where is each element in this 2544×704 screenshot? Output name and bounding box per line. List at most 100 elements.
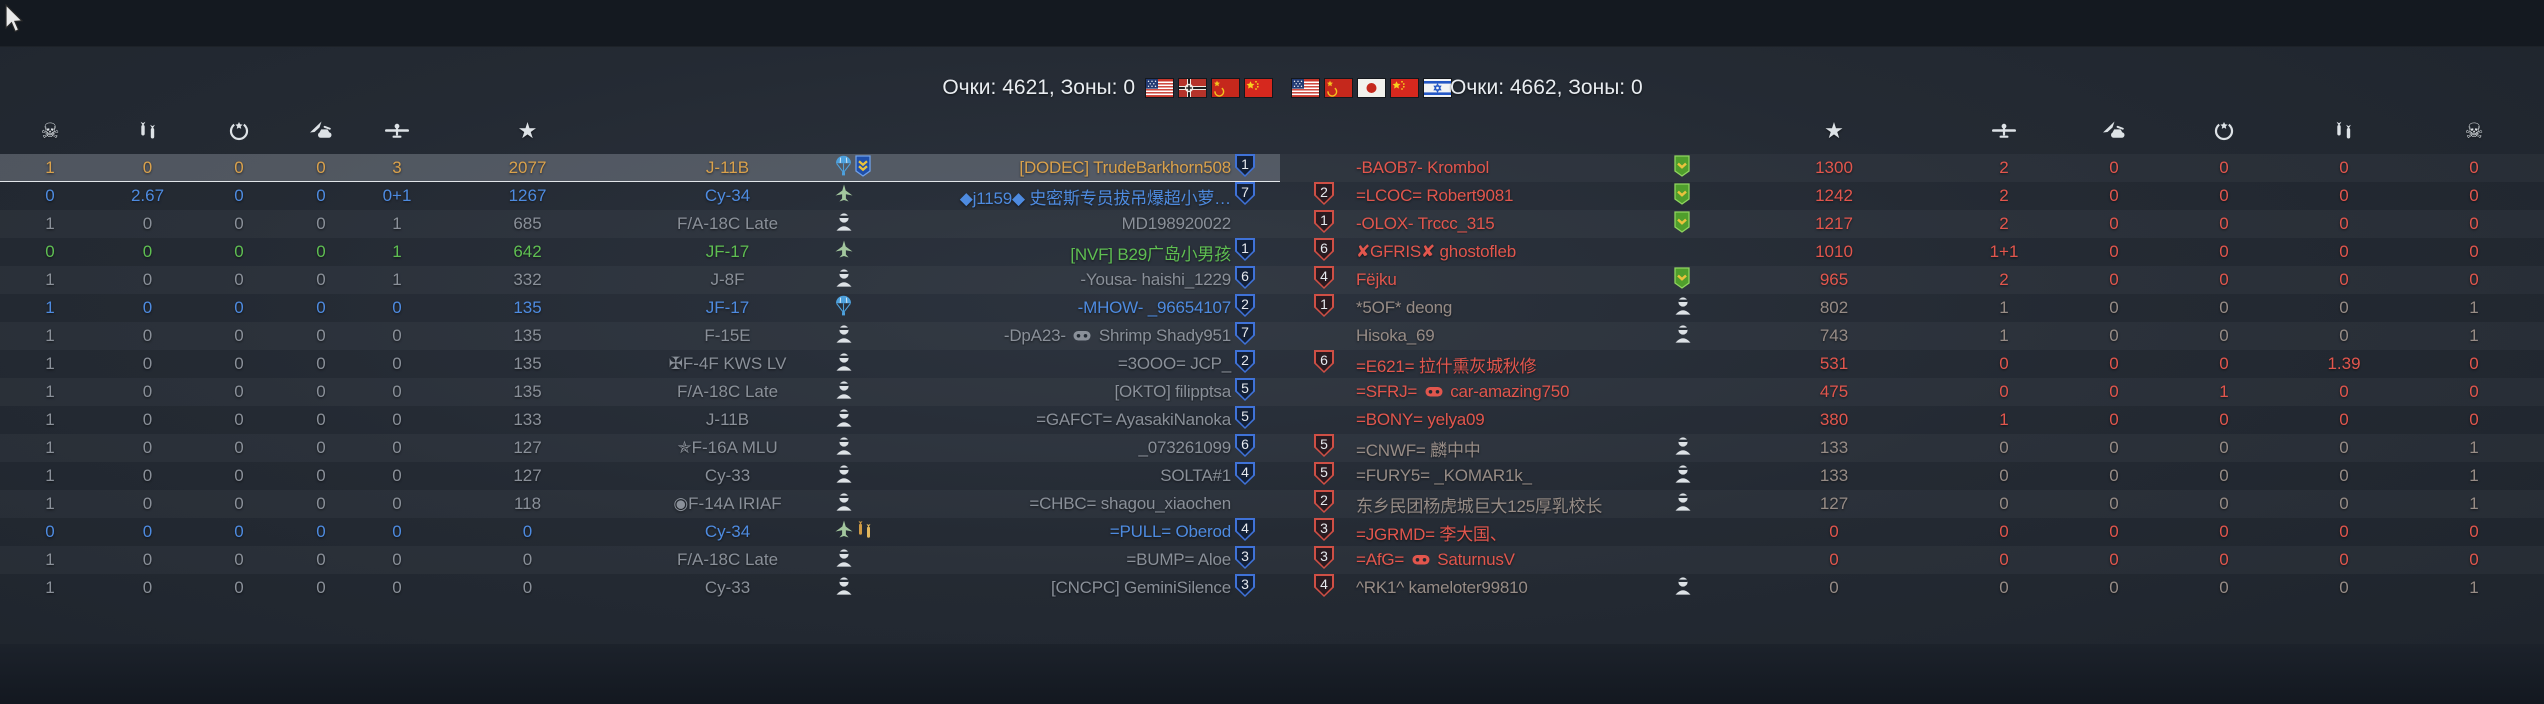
stat-score: 1217 [1815, 214, 1853, 233]
flag-usa [1292, 79, 1319, 97]
squad-badge: 4 [1235, 518, 1255, 541]
ally-player-row[interactable]: 1 0 0 0 0 135 JF-17 -MHOW- _96654107 2 [0, 294, 1280, 322]
ally-player-row[interactable]: 0 0 0 0 0 0 Су-34 =PULL= Oberod 4 [0, 518, 1280, 546]
enemy-player-row[interactable]: 3 =AfG= SaturnusV 0 0 0 0 0 0 [1280, 546, 2544, 574]
stat-ground-kills: 0 [2109, 494, 2119, 513]
stat-deaths: 1 [45, 410, 55, 429]
stat-air-kills: 1 [392, 242, 402, 261]
stat-ground-kills: 0 [316, 466, 326, 485]
stat-awards: 0 [234, 354, 244, 373]
squad-badge-cell: 6 [1235, 434, 1280, 462]
enemy-player-row[interactable]: 5 =CNWF= 麟中中 133 0 0 0 0 1 [1280, 434, 2544, 462]
stat-awards: 0 [2219, 494, 2229, 513]
status-icons [1674, 324, 1719, 348]
player-name: MD198920022 [1121, 214, 1232, 233]
ally-player-row[interactable]: 0 0 0 0 1 642 JF-17 [NVF] B29广岛小男孩 1 [0, 238, 1280, 266]
squad-badge: 1 [1235, 238, 1255, 261]
stat-bombs: 0 [2339, 242, 2349, 261]
vehicle-name: Су-33 [704, 578, 751, 597]
enemy-player-row[interactable]: 1 -OLOX- Trccc_315 1217 2 0 0 0 0 [1280, 210, 2544, 238]
enemy-player-row[interactable]: 1 *5OF* deong 802 1 0 0 0 1 [1280, 294, 2544, 322]
flag-germany [1179, 79, 1206, 97]
enemy-player-row[interactable]: 2 东乡民团杨虎城巨大125厚乳校长 127 0 0 0 0 1 [1280, 490, 2544, 518]
stat-ground-kills: 0 [316, 242, 326, 261]
ally-player-row[interactable]: 1 0 0 0 0 127 Су-33 SOLTA#1 4 [0, 462, 1280, 490]
enemy-player-row[interactable]: 3 =JGRMD= 李大国、 0 0 0 0 0 0 [1280, 518, 2544, 546]
ally-player-row[interactable]: 0 2.67 0 0 0+1 1267 Су-34 ◆j1159◆ 史密斯专员拔吊爆超小萝… 7 [0, 182, 1280, 210]
stat-ground-kills: 0 [2109, 186, 2119, 205]
enemy-player-row[interactable]: 5 =FURY5= _KOMAR1k_ 133 0 0 0 0 1 [1280, 462, 2544, 490]
parachute-icon [835, 155, 852, 181]
enemy-player-row[interactable]: Hisoka_69 743 1 0 0 0 1 [1280, 322, 2544, 350]
player-name: =FURY5= _KOMAR1k_ [1356, 466, 1532, 485]
enemy-player-row[interactable]: 6 ✘GFRIS✘ ghostofleb 1010 1+1 0 0 0 0 [1280, 238, 2544, 266]
ally-player-row[interactable]: 1 0 0 0 0 135 F-15E -DpA23- Shrimp Shady951 7 [0, 322, 1280, 350]
scoreboard-enemies: ★ ☠ -BAOB7- Krombol 1300 2 0 0 0 0 2 =LCOC= Robert… [1280, 108, 2544, 602]
stat-bombs: 0 [142, 270, 153, 289]
player-name: SOLTA#1 [1160, 466, 1231, 485]
stat-ground-kills: 0 [2109, 578, 2119, 597]
ally-player-row[interactable]: 1 0 0 0 0 127 ✯F-16A MLU _073261099 6 [0, 434, 1280, 462]
enemy-player-row[interactable]: =BONY= yelya09 380 1 0 0 0 0 [1280, 406, 2544, 434]
stat-bombs: 1.39 [2327, 354, 2361, 373]
ally-player-row[interactable]: 1 0 0 0 0 118 ◉F-14A IRIAF =CHBC= shagou_xiaoch… [0, 490, 1280, 518]
squad-badge-cell: 5 [1235, 406, 1280, 434]
stat-air-kills: 0+1 [382, 186, 412, 205]
ally-player-row[interactable]: 1 0 0 0 3 2077 J-11B [DODEC] TrudeBarkhorn508 1 [0, 154, 1280, 182]
stat-score: 1267 [508, 186, 547, 205]
status-icons [835, 380, 910, 404]
player-name: [OKTO] filipptsa [1114, 382, 1232, 401]
squad-badge-cell: 2 [1314, 490, 1354, 518]
stat-air-kills: 1 [1999, 326, 2009, 345]
stat-score: 127 [513, 438, 542, 457]
player-name: [DODEC] TrudeBarkhorn508 [1019, 158, 1231, 177]
squad-badge-cell: 2 [1314, 182, 1354, 210]
stat-bombs: 0 [2339, 214, 2349, 233]
enemy-player-row[interactable]: -BAOB7- Krombol 1300 2 0 0 0 0 [1280, 154, 2544, 182]
ally-player-row[interactable]: 1 0 0 0 0 0 Су-33 [CNCPC] GeminiSilence 3 [0, 574, 1280, 602]
stat-bombs: 0 [2339, 466, 2349, 485]
stat-deaths: 1 [2469, 438, 2479, 457]
scoreboard-allies: ☠ ★ 1 0 0 0 3 2077 J-11B [DODEC] TrudeBarkhorn508… [0, 108, 1280, 602]
vehicle-name: ✠F-4F KWS LV [668, 354, 787, 373]
gamepad-icon [1070, 326, 1094, 345]
stat-ground-kills: 0 [316, 410, 326, 429]
pilot-icon [1674, 436, 1692, 460]
stat-awards: 0 [234, 410, 244, 429]
stat-awards: 0 [2219, 438, 2229, 457]
stat-air-kills: 0 [1999, 494, 2009, 513]
squad-badge: 3 [1235, 574, 1255, 597]
ally-player-row[interactable]: 1 0 0 0 1 685 F/A-18C Late MD198920022 [0, 210, 1280, 238]
top-dark-band [0, 0, 2544, 47]
ally-player-row[interactable]: 1 0 0 0 0 135 F/A-18C Late [OKTO] filipptsa 5 [0, 378, 1280, 406]
stat-deaths: 1 [45, 382, 55, 401]
enemy-player-row[interactable]: 6 =E621= 拉什熏灰城秋修 531 0 0 0 1.39 0 [1280, 350, 2544, 378]
enemy-player-row[interactable]: 2 =LCOC= Robert9081 1242 2 0 0 0 0 [1280, 182, 2544, 210]
stat-ground-kills: 0 [2109, 410, 2119, 429]
player-name: -DpA23- Shrimp Shady951 [1003, 326, 1231, 345]
ally-player-row[interactable]: 1 0 0 0 0 0 F/A-18C Late =BUMP= Aloe 3 [0, 546, 1280, 574]
stat-score: 127 [1819, 494, 1849, 513]
squad-badge: 4 [1314, 266, 1334, 289]
stat-deaths: 0 [45, 186, 55, 205]
column-bombs-icon [100, 120, 195, 143]
enemy-player-row[interactable]: 4 ^RK1^ kameloter99810 0 0 0 0 0 1 [1280, 574, 2544, 602]
player-name: =GAFCT= AyasakiNanoka [1036, 410, 1231, 429]
stat-score: 133 [1819, 438, 1849, 457]
stat-awards: 0 [234, 158, 244, 177]
squad-badge-cell: 5 [1314, 434, 1354, 462]
enemy-player-row[interactable]: 4 Fëjku 965 2 0 0 0 0 [1280, 266, 2544, 294]
scoreboard-header: ★ ☠ [1280, 108, 2544, 154]
stat-air-kills: 1 [1999, 410, 2009, 429]
stat-ground-kills: 0 [2109, 438, 2119, 457]
ally-player-row[interactable]: 1 0 0 0 1 332 J-8F -Yousa- haishi_1229 6 [0, 266, 1280, 294]
vehicle-name: ◉F-14A IRIAF [673, 494, 782, 513]
stat-score: 965 [1819, 270, 1849, 289]
ally-player-row[interactable]: 1 0 0 0 0 133 J-11B =GAFCT= AyasakiNanoka 5 [0, 406, 1280, 434]
ally-player-row[interactable]: 1 0 0 0 0 135 ✠F-4F KWS LV =3OOO= JCP_ 2 [0, 350, 1280, 378]
enemy-player-row[interactable]: =SFRJ= car-amazing750 475 0 0 1 0 0 [1280, 378, 2544, 406]
status-icons [835, 548, 910, 572]
stat-score: 332 [513, 270, 542, 289]
banner-green-icon [1674, 266, 1690, 294]
stat-bombs: 0 [142, 214, 153, 233]
